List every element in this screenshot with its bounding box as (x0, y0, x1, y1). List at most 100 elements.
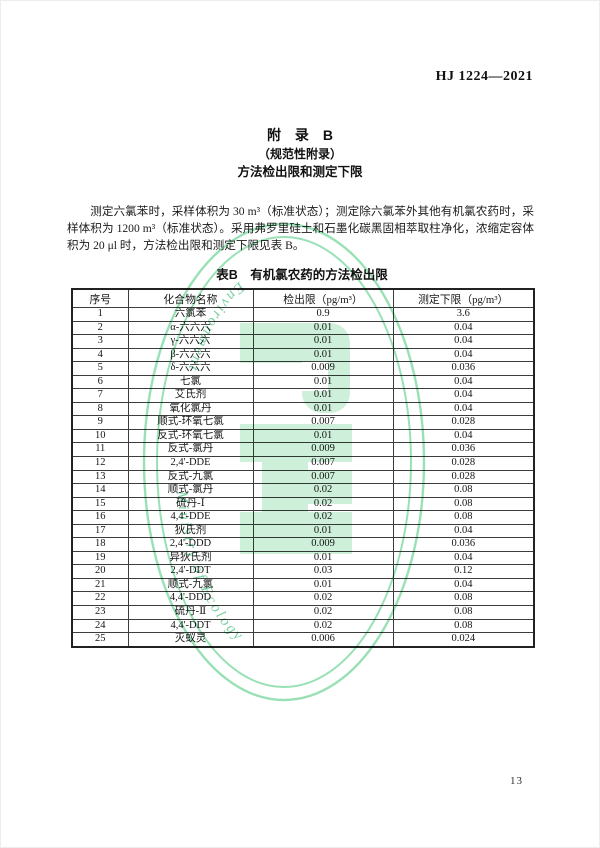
table-row: 22 4,4'-DDD 0.02 0.08 (71, 591, 535, 607)
table-cell: 0.02 (252, 496, 394, 512)
table-cell: 灭蚁灵 (127, 632, 254, 648)
table-cell: 22 (71, 591, 129, 607)
table-cell: 3.6 (392, 307, 535, 322)
table-cell: 24 (71, 618, 129, 634)
table-cell: 氧化氯丹 (127, 401, 254, 417)
table-cell: 0.04 (392, 550, 535, 566)
table-cell: 0.08 (392, 510, 535, 525)
table-caption: 表B 有机氯农药的方法检出限 (216, 268, 388, 282)
table-cell: 0.08 (392, 483, 535, 498)
table-cell: 23 (71, 605, 129, 620)
table-cell: 0.028 (392, 469, 535, 485)
table-cell: 6 (71, 374, 129, 390)
table-row: 9 顺式-环氧七氯 0.007 0.028 (71, 415, 535, 430)
table-cell: 反式-环氧七氯 (127, 428, 254, 444)
table-cell: 10 (71, 428, 129, 444)
table-cell: 3 (71, 334, 129, 349)
table-cell: 0.12 (392, 564, 535, 579)
table-cell: 0.024 (392, 632, 535, 648)
column-header-lower-limit: 测定下限（pg/m³） (392, 288, 535, 308)
table-cell: 9 (71, 415, 129, 430)
table-cell: 1 (71, 307, 129, 322)
table-cell: 0.02 (252, 618, 394, 634)
table-cell: 0.01 (252, 577, 394, 593)
table-row: 10 反式-环氧七氯 0.01 0.04 (71, 428, 535, 444)
table-cell: 顺式-九氯 (127, 577, 254, 593)
table-cell: 七氯 (127, 374, 254, 390)
table-cell: 顺式-环氧七氯 (127, 415, 254, 430)
table-cell: 0.04 (392, 401, 535, 417)
table-row: 12 2,4'-DDE 0.007 0.028 (71, 456, 535, 471)
table-cell: 顺式-氯丹 (127, 483, 254, 498)
table-cell: 狄氏剂 (127, 523, 254, 539)
body-paragraph: 测定六氯苯时，采样体积为 30 m³（标准状态）；测定除六氯苯外其他有机氯农药时… (67, 205, 534, 252)
table-row: 7 艾氏剂 0.01 0.04 (71, 388, 535, 403)
table-cell: 硫丹-Ⅱ (127, 605, 254, 620)
table-row: 6 七氯 0.01 0.04 (71, 374, 535, 390)
table-cell: 0.03 (252, 564, 394, 579)
table-cell: 15 (71, 496, 129, 512)
table-cell: 4,4'-DDT (127, 618, 254, 634)
table-cell: 2,4'-DDT (127, 564, 254, 579)
table-cell: 17 (71, 523, 129, 539)
table-cell: 0.02 (252, 605, 394, 620)
table-cell: 4,4'-DDE (127, 510, 254, 525)
table-cell: 0.006 (252, 632, 394, 648)
table-cell: 0.02 (252, 510, 394, 525)
table-row: 8 氧化氯丹 0.01 0.04 (71, 401, 535, 417)
table-cell: 0.04 (392, 388, 535, 403)
table-cell: 0.007 (252, 456, 394, 471)
table-cell: 0.01 (252, 374, 394, 390)
table-cell: 0.036 (392, 442, 535, 457)
table-cell: 0.08 (392, 605, 535, 620)
table-cell: 25 (71, 632, 129, 648)
table-cell: 7 (71, 388, 129, 403)
table-cell: 20 (71, 564, 129, 579)
detection-limits-table: 序号 化合物名称 检出限（pg/m³） 测定下限（pg/m³） 1 六氯苯 0.9 3… (71, 288, 535, 648)
table-cell: 2,4'-DDE (127, 456, 254, 471)
table-cell: 异狄氏剂 (127, 550, 254, 566)
standard-number-header: HJ 1224—2021 (435, 69, 533, 84)
table-cell: 0.028 (392, 415, 535, 430)
table-cell: 0.04 (392, 334, 535, 349)
table-cell: 六氯苯 (127, 307, 254, 322)
table-row: 18 2,4'-DDD 0.009 0.036 (71, 537, 535, 552)
table-cell: 0.04 (392, 374, 535, 390)
table-cell: 0.01 (252, 428, 394, 444)
table-row: 20 2,4'-DDT 0.03 0.12 (71, 564, 535, 579)
table-cell: 18 (71, 537, 129, 552)
table-cell: 艾氏剂 (127, 388, 254, 403)
table-cell: 21 (71, 577, 129, 593)
table-row: 14 顺式-氯丹 0.02 0.08 (71, 483, 535, 498)
table-cell: 0.9 (252, 307, 394, 322)
appendix-title: 附 录 B (266, 127, 334, 143)
table-cell: γ-六六六 (127, 334, 254, 349)
table-header: 序号 化合物名称 检出限（pg/m³） 测定下限（pg/m³） (71, 288, 535, 308)
table-cell: 0.02 (252, 591, 394, 607)
table-cell: 0.01 (252, 347, 394, 363)
table-cell: 0.08 (392, 618, 535, 634)
table-row: 2 α-六六六 0.01 0.04 (71, 320, 535, 336)
table-cell: 0.009 (252, 442, 394, 457)
table-row: 4 β-六六六 0.01 0.04 (71, 347, 535, 363)
appendix-heading: 方法检出限和测定下限 (237, 165, 363, 179)
table-cell: 0.04 (392, 577, 535, 593)
table-row: 17 狄氏剂 0.01 0.04 (71, 523, 535, 539)
table-cell: 0.02 (252, 483, 394, 498)
table-cell: 0.04 (392, 523, 535, 539)
table-cell: 16 (71, 510, 129, 525)
table-cell: 0.036 (392, 537, 535, 552)
table-cell: 0.028 (392, 456, 535, 471)
table-cell: α-六六六 (127, 320, 254, 336)
table-cell: 0.01 (252, 388, 394, 403)
table-row: 25 灭蚁灵 0.006 0.024 (71, 632, 535, 648)
table-cell: 0.04 (392, 428, 535, 444)
table-cell: 0.01 (252, 523, 394, 539)
column-header-compound: 化合物名称 (127, 288, 254, 308)
table-cell: 13 (71, 469, 129, 485)
table-cell: 0.04 (392, 347, 535, 363)
table-cell: 4 (71, 347, 129, 363)
appendix-subtitle: （规范性附录） (257, 147, 342, 161)
table-cell: 0.08 (392, 496, 535, 512)
